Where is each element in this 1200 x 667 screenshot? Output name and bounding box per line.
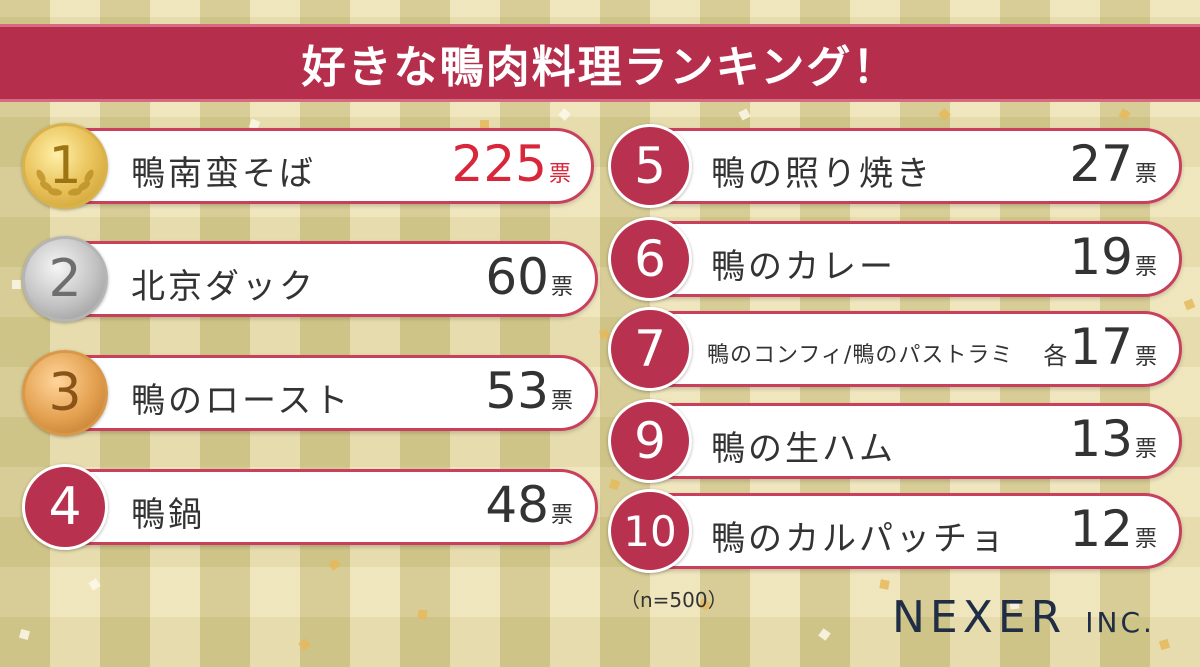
vote-value-10: 12	[1069, 500, 1133, 558]
vote-count-3: 53票	[485, 362, 573, 420]
company-logo: NEXER INC.	[892, 592, 1155, 643]
rank-number-6: 6	[634, 230, 666, 288]
ranking-row-1: 鴨南蛮そば 225票	[28, 128, 594, 204]
rank-number-5: 5	[634, 137, 666, 195]
rank-badge-4: 4	[22, 464, 108, 550]
dish-name-10: 鴨のカルパッチョ	[711, 519, 1007, 559]
ranking-row-3: 鴨のロースト 53票	[28, 355, 598, 431]
dish-name-5: 鴨の照り焼き	[711, 154, 933, 194]
rank-number-10: 10	[623, 506, 677, 556]
rank-badge-1: 1	[22, 123, 108, 209]
rank-number-7: 7	[634, 320, 666, 378]
vote-unit-10: 票	[1134, 527, 1157, 552]
ranking-row-4: 鴨鍋 48票	[28, 469, 598, 545]
ranking-row-2: 北京ダック 60票	[28, 241, 598, 317]
confetti-piece	[879, 579, 890, 590]
rank-badge-9: 9	[608, 399, 692, 483]
ranking-row-7: 鴨のコンフィ/鴨のパストラミ 各17票	[616, 311, 1182, 387]
confetti-piece	[738, 108, 751, 121]
confetti-piece	[1183, 298, 1196, 311]
vote-unit-5: 票	[1134, 162, 1157, 187]
rank-badge-10: 10	[608, 489, 692, 573]
confetti-piece	[558, 108, 571, 121]
dish-name-1: 鴨南蛮そば	[131, 154, 316, 194]
confetti-piece	[1118, 108, 1131, 121]
rank-badge-2: 2	[22, 236, 108, 322]
confetti-piece	[328, 558, 341, 571]
laurel-icon	[36, 169, 94, 196]
ranking-row-6: 鴨のカレー 19票	[616, 221, 1182, 297]
vote-prefix-7: 各	[1043, 342, 1068, 370]
dish-name-9: 鴨の生ハム	[711, 429, 896, 469]
vote-value-9: 13	[1069, 410, 1133, 468]
confetti-piece	[417, 609, 428, 620]
vote-unit-2: 票	[550, 275, 573, 300]
confetti-piece	[88, 578, 101, 591]
vote-value-4: 48	[485, 476, 549, 534]
confetti-piece	[18, 628, 31, 641]
ranking-row-5: 鴨の照り焼き 27票	[616, 128, 1182, 204]
confetti-piece	[938, 108, 951, 121]
vote-unit-7: 票	[1134, 345, 1157, 370]
logo-main: NEXER	[892, 592, 1067, 643]
confetti-piece	[1158, 638, 1171, 651]
ranking-row-9: 鴨の生ハム 13票	[616, 403, 1182, 479]
page-title: 好きな鴨肉料理ランキング！	[301, 42, 899, 93]
vote-value-3: 53	[485, 362, 549, 420]
rank-number-2: 2	[48, 249, 82, 309]
vote-value-7: 17	[1069, 318, 1133, 376]
ranking-row-10: 鴨のカルパッチョ 12票	[616, 493, 1182, 569]
vote-value-1: 225	[451, 135, 547, 193]
vote-count-10: 12票	[1069, 500, 1157, 558]
confetti-piece	[298, 638, 311, 651]
vote-count-7: 各17票	[1043, 318, 1157, 376]
dish-name-7: 鴨のコンフィ/鴨のパストラミ	[707, 343, 1014, 368]
vote-count-2: 60票	[485, 248, 573, 306]
rank-number-9: 9	[634, 412, 666, 470]
confetti-piece	[818, 628, 831, 641]
vote-value-5: 27	[1069, 135, 1133, 193]
rank-number-3: 3	[48, 363, 82, 423]
confetti-piece	[608, 478, 621, 491]
vote-count-1: 225票	[452, 135, 571, 193]
vote-count-9: 13票	[1069, 410, 1157, 468]
dish-name-4: 鴨鍋	[131, 495, 205, 535]
rank-badge-5: 5	[608, 124, 692, 208]
rank-badge-3: 3	[22, 350, 108, 436]
title-banner: 好きな鴨肉料理ランキング！	[0, 24, 1200, 102]
confetti-piece	[12, 280, 21, 289]
dish-name-2: 北京ダック	[131, 267, 316, 307]
vote-unit-4: 票	[550, 503, 573, 528]
vote-unit-3: 票	[550, 389, 573, 414]
rank-number-1: 1	[48, 136, 82, 196]
vote-value-2: 60	[485, 248, 549, 306]
dish-name-6: 鴨のカレー	[711, 247, 896, 287]
logo-suffix: INC.	[1085, 606, 1155, 639]
vote-value-6: 19	[1069, 228, 1133, 286]
vote-count-6: 19票	[1069, 228, 1157, 286]
vote-unit-9: 票	[1134, 437, 1157, 462]
vote-unit-1: 票	[548, 162, 571, 187]
sample-size-note: （n=500）	[620, 588, 728, 612]
rank-number-4: 4	[48, 477, 82, 537]
rank-badge-7: 7	[608, 307, 692, 391]
vote-unit-6: 票	[1134, 255, 1157, 280]
vote-count-5: 27票	[1069, 135, 1157, 193]
vote-count-4: 48票	[485, 476, 573, 534]
rank-badge-6: 6	[608, 217, 692, 301]
dish-name-3: 鴨のロースト	[131, 381, 352, 421]
